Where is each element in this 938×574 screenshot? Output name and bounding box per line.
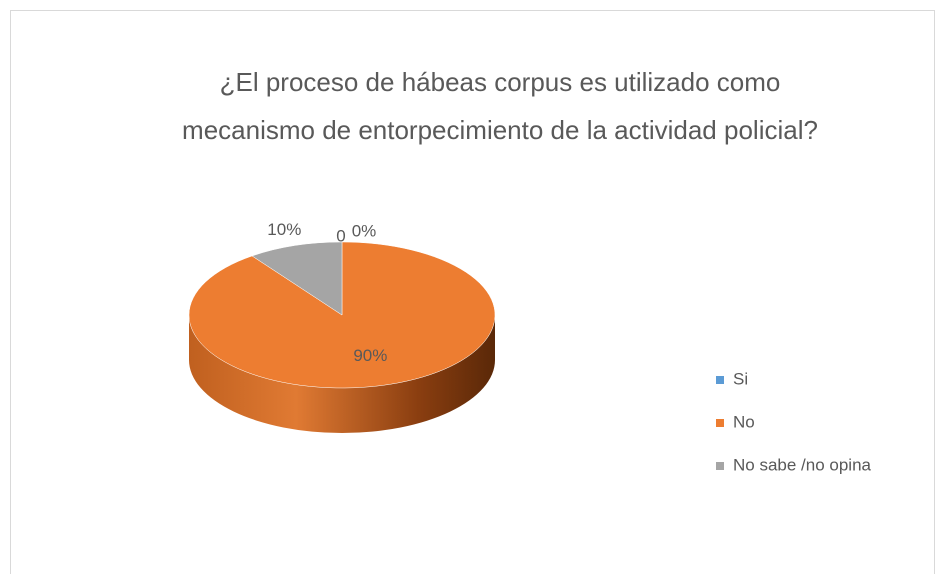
pie-side — [189, 315, 495, 433]
legend-label: No sabe /no opina — [733, 455, 872, 474]
chart-title: mecanismo de entorpecimiento de la activ… — [182, 115, 818, 145]
legend-marker — [716, 419, 724, 427]
data-label: 0% — [352, 221, 377, 240]
legend-marker — [716, 462, 724, 470]
annotation: 0 — [336, 226, 345, 245]
pie: 0% 90% 10% 0 — [188, 220, 496, 433]
legend-label: Si — [733, 369, 748, 388]
legend-label: No — [733, 412, 755, 431]
data-label: 10% — [267, 220, 301, 239]
legend-marker — [716, 376, 724, 384]
pie-slice — [251, 241, 343, 316]
chart-title: ¿El proceso de hábeas corpus es utilizad… — [220, 67, 781, 97]
data-label: 90% — [353, 346, 387, 365]
legend: Si No No sabe /no opina — [716, 369, 872, 474]
